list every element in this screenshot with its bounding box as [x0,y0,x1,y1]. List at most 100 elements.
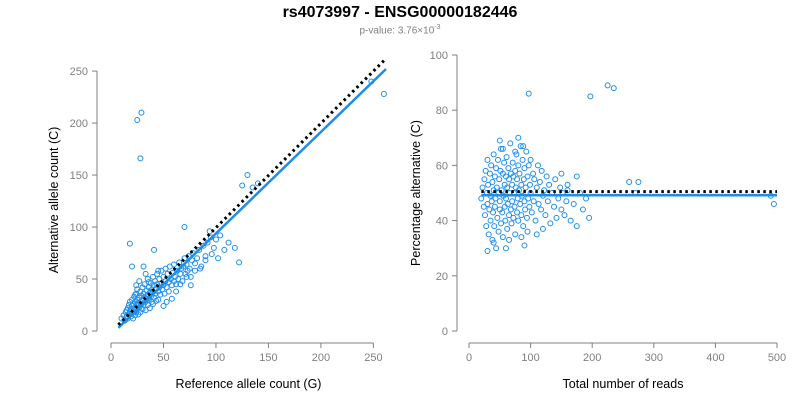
scatter-panel-1: 0 50 100 150 200 250 0 50 100 150 200 250 Reference … [47,57,388,391]
data-point [555,195,562,202]
data-point [503,154,510,161]
data-point [490,151,497,158]
data-point [236,259,243,266]
data-point [197,265,204,272]
data-point [139,306,146,313]
data-point [146,305,153,312]
data-point [528,209,535,216]
data-point [553,214,560,221]
data-point [210,244,217,251]
data-point [507,206,514,213]
data-point [552,176,559,183]
x-tick-label: 200 [312,352,330,364]
data-point [200,242,207,249]
data-point [142,270,149,277]
data-point [489,178,496,185]
data-point [133,282,140,289]
data-point [128,263,135,270]
data-point [501,159,508,166]
data-point [499,209,506,216]
data-point [165,288,172,295]
data-point [523,148,530,155]
data-point [511,203,518,210]
data-point [542,212,549,219]
data-point [501,203,508,210]
y-tick-label: 20 [436,271,448,283]
data-point [522,206,529,213]
y-tick-label: 60 [436,160,448,172]
data-point [495,228,502,235]
data-point [525,90,532,97]
data-point [170,261,177,268]
data-point [215,255,222,262]
p-value-exponent: -3 [434,24,441,31]
data-point [525,195,532,202]
data-point [557,184,564,191]
data-point [512,167,519,174]
y-axis-label: Percentage alternative (C) [409,120,423,266]
data-point [558,206,565,213]
data-point [196,246,203,253]
data-point [498,220,505,227]
data-point [488,198,495,205]
data-point [484,201,491,208]
data-point [517,143,524,150]
data-point [157,291,164,298]
data-point [526,203,533,210]
data-point [486,206,493,213]
data-point [177,270,184,277]
data-point [518,234,525,241]
data-point [194,255,201,262]
data-point [490,239,497,246]
y-axis-label: Alternative allele count (C) [47,127,61,274]
data-point [526,181,533,188]
y-tick-label: 250 [70,66,88,78]
data-point [521,198,528,205]
data-point [509,181,516,188]
data-point [499,145,506,152]
data-point [523,214,530,221]
data-point [533,231,540,238]
data-point [626,178,633,185]
data-point [136,278,143,285]
data-point [587,93,594,100]
data-point [515,134,522,141]
data-point [502,217,509,224]
data-point [604,82,611,89]
data-point [493,184,500,191]
data-point [539,225,546,232]
x-tick-label: 100 [521,352,539,364]
data-point [155,296,162,303]
data-point [546,181,553,188]
chart-title: rs4073997 - ENSG00000182446 [282,4,518,21]
data-point [499,234,506,241]
data-point [484,247,491,254]
data-point [518,212,525,219]
data-point [202,257,209,264]
data-point [488,162,495,169]
data-point [126,240,133,247]
data-point [482,212,489,219]
data-point [543,173,550,180]
data-point [521,242,528,249]
data-point [496,198,503,205]
data-point [504,184,511,191]
data-point [551,203,558,210]
data-point [520,176,527,183]
x-tick-label: 400 [706,352,724,364]
data-point [484,156,491,163]
data-point [506,236,513,243]
data-point [479,184,486,191]
x-tick-label: 300 [645,352,663,364]
data-point [573,173,580,180]
data-point [515,217,522,224]
y-tick-label: 100 [70,222,88,234]
data-point [132,291,139,298]
data-point [512,231,519,238]
data-point [491,203,498,210]
data-point [191,260,198,267]
y-tick-label: 40 [436,216,448,228]
data-point [508,220,515,227]
chart-subtitle: p-value: 3.76×10-3 [0,24,800,36]
data-point [544,198,551,205]
